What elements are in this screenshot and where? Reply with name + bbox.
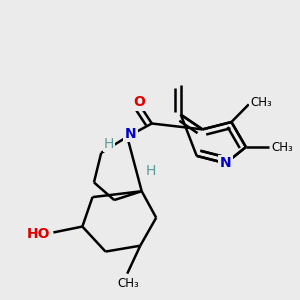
Text: N: N <box>124 127 136 141</box>
Text: CH₃: CH₃ <box>250 95 272 109</box>
Text: N: N <box>220 156 232 170</box>
Text: CH₃: CH₃ <box>272 141 293 154</box>
Text: CH₃: CH₃ <box>118 277 140 290</box>
Text: H: H <box>104 137 114 151</box>
Text: O: O <box>133 95 145 109</box>
Text: HO: HO <box>27 227 50 241</box>
Text: H: H <box>146 164 156 178</box>
